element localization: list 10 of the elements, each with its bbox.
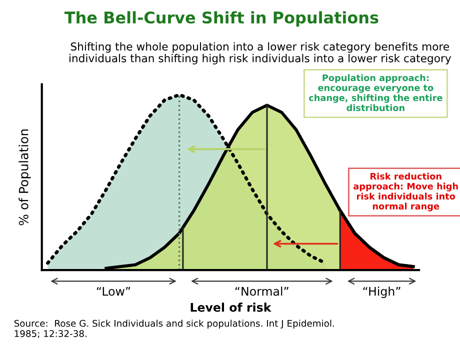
y-axis-title: % of Population bbox=[18, 129, 31, 226]
source-note: Source: Rose G. Sick Individuals and sick populations. Int J Epidemiol. 1985; 12:32-38. bbox=[14, 320, 334, 338]
text: “Normal” bbox=[235, 286, 288, 296]
chart-title: The Bell-Curve Shift in Populations bbox=[64, 11, 378, 27]
text: “Low” bbox=[96, 286, 130, 296]
annotation: Risk reduction approach: Move high risk individuals into normal range bbox=[354, 172, 458, 212]
text: “High” bbox=[363, 286, 400, 298]
annotation: Population approach: encourage everyone to change, shifting the entire distribution bbox=[308, 74, 442, 112]
chart-subtitle: Shifting the whole population into a lower risk category benefits more individuals than shifting high risk individuals into a lower risk category bbox=[69, 42, 452, 64]
x-axis-title: Level of risk bbox=[190, 302, 272, 312]
